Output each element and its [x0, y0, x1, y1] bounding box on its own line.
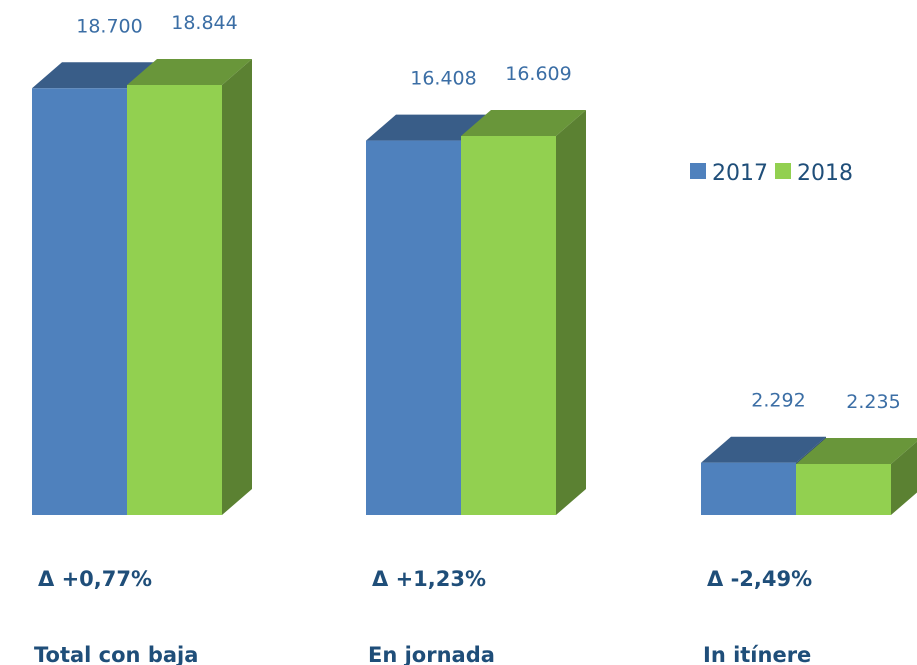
bar-top — [796, 437, 917, 464]
legend-label: 2017 — [712, 161, 768, 186]
bar — [32, 88, 127, 516]
legend-swatch — [775, 163, 791, 179]
delta-label: Δ +1,23% — [372, 567, 486, 591]
delta-label: Δ +0,77% — [38, 567, 152, 591]
value-label: 16.609 — [505, 63, 571, 85]
value-label: 2.292 — [751, 390, 805, 412]
value-label: 2.235 — [846, 391, 900, 413]
bar-top — [127, 59, 252, 85]
bar-top — [701, 436, 826, 463]
bar — [366, 140, 461, 516]
bar — [127, 85, 222, 515]
category-label: In itínere — [703, 643, 811, 665]
delta-label: Δ -2,49% — [707, 567, 812, 591]
bar-top — [461, 110, 586, 137]
bar-top — [32, 62, 157, 89]
bar — [701, 462, 796, 515]
bar — [796, 463, 891, 515]
bar-side — [891, 441, 917, 515]
bar — [461, 136, 556, 516]
bar-side — [556, 110, 586, 516]
value-label: 16.408 — [410, 68, 476, 90]
category-label: En jornada — [368, 643, 495, 665]
bar-side — [222, 59, 252, 515]
value-label: 18.700 — [76, 15, 142, 37]
legend-swatch — [690, 163, 706, 179]
value-label: 18.844 — [171, 12, 237, 34]
legend-label: 2018 — [797, 161, 853, 186]
bar-top — [366, 114, 491, 141]
category-label: Total con baja — [34, 643, 198, 665]
